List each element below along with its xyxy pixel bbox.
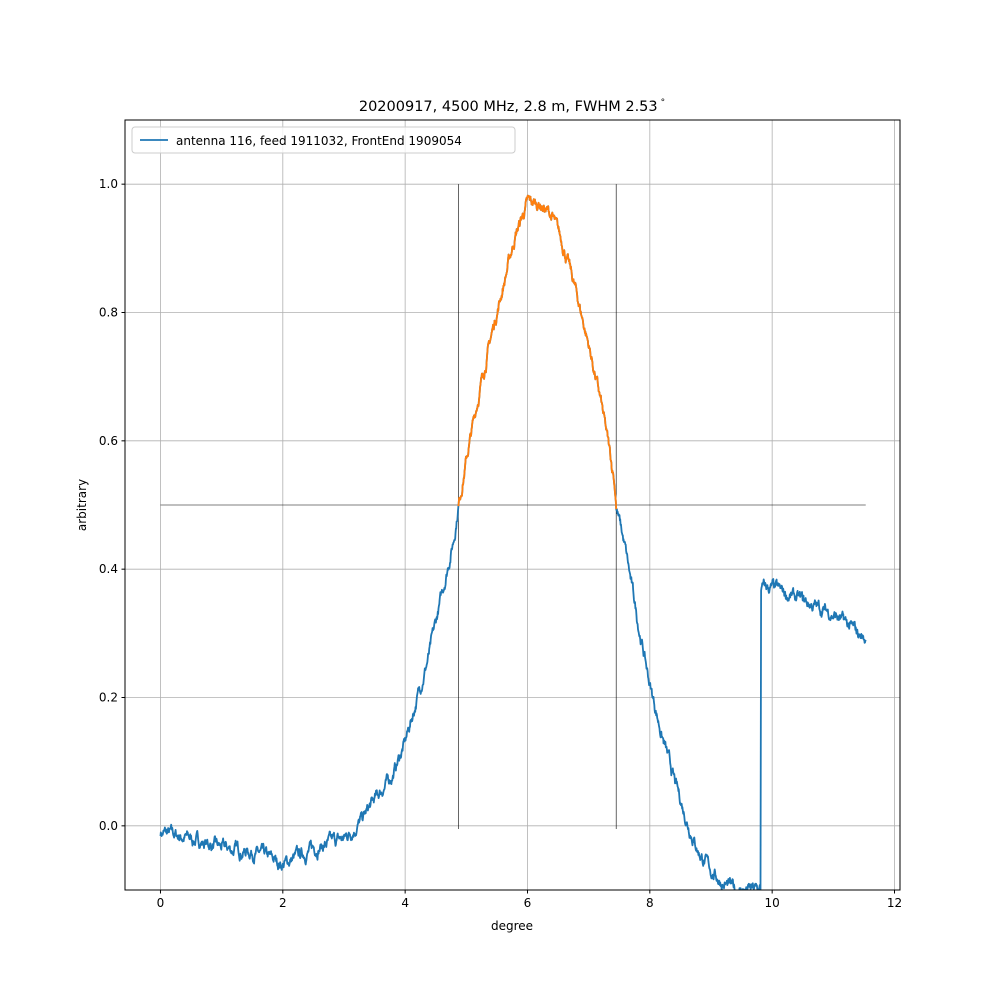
chart-title: 20200917, 4500 MHz, 2.8 m, FWHM 2.53 ° [359, 98, 665, 115]
legend-box [131, 126, 516, 154]
ticks: 0 2 4 6 8 10 12 0.0 0.2 0.4 0.6 0.8 1.0 [99, 177, 902, 910]
x-tick-label: 8 [646, 896, 654, 910]
axes-frame [124, 119, 901, 891]
y-tick-label: 0.4 [99, 562, 118, 576]
series-line-full [159, 194, 867, 890]
y-tick-label: 0.2 [99, 691, 118, 705]
x-tick-label: 2 [279, 896, 287, 910]
legend-label: antenna 116, feed 1911032, FrontEnd 1909… [176, 134, 462, 148]
y-axis-label: arbitrary [75, 479, 89, 531]
x-tick-label: 12 [887, 896, 902, 910]
data-lines [159, 194, 867, 890]
y-tick-label: 1.0 [99, 177, 118, 191]
x-tick-label: 6 [524, 896, 532, 910]
y-tick-label: 0.6 [99, 434, 118, 448]
series-line-main-beam [457, 194, 618, 510]
x-tick-label: 10 [765, 896, 780, 910]
x-tick-label: 4 [401, 896, 409, 910]
x-tick-label: 0 [157, 896, 165, 910]
x-axis-label: degree [491, 919, 533, 933]
legend: antenna 116, feed 1911032, FrontEnd 1909… [131, 126, 516, 154]
y-tick-label: 0.0 [99, 819, 118, 833]
y-tick-label: 0.8 [99, 306, 118, 320]
